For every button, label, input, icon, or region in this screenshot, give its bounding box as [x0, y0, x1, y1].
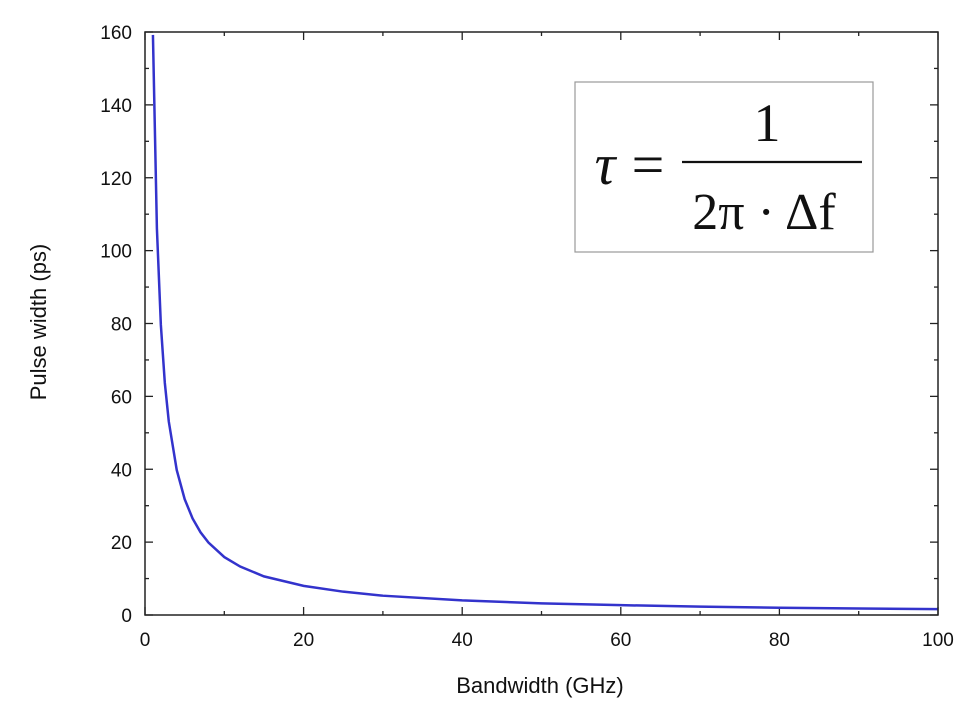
y-tick-label: 40	[111, 460, 132, 481]
y-tick-label: 0	[121, 606, 132, 627]
x-tick-label: 40	[452, 630, 473, 651]
x-tick-label: 80	[769, 630, 790, 651]
x-tick-label: 60	[610, 630, 631, 651]
y-tick-label: 60	[111, 387, 132, 408]
y-tick-labels: 0 20 40 60 80 100 120 140 160	[100, 23, 132, 627]
x-tick-label: 20	[293, 630, 314, 651]
y-tick-label: 80	[111, 315, 132, 336]
y-tick-label: 100	[100, 242, 132, 263]
x-tick-label: 100	[922, 630, 954, 651]
x-tick-label: 0	[140, 630, 151, 651]
formula-denominator: 2π · Δf	[692, 184, 836, 241]
y-tick-label: 120	[100, 169, 132, 190]
formula-lhs: τ	[595, 132, 618, 197]
formula-frame	[574, 81, 874, 253]
pulse-width-curve	[151, 34, 939, 611]
plot-frame	[144, 31, 939, 616]
formula-box: τ = 1 2π · Δf	[574, 81, 874, 253]
x-axis-label: Bandwidth (GHz)	[456, 673, 624, 698]
formula-equals: =	[632, 132, 665, 197]
y-tick-label: 160	[100, 23, 132, 44]
y-axis-label: Pulse width (ps)	[26, 244, 51, 401]
x-tick-labels: 0 20 40 60 80 100	[140, 630, 954, 651]
y-tick-label: 140	[100, 96, 132, 117]
formula-numerator: 1	[754, 93, 781, 153]
y-tick-label: 20	[111, 533, 132, 554]
